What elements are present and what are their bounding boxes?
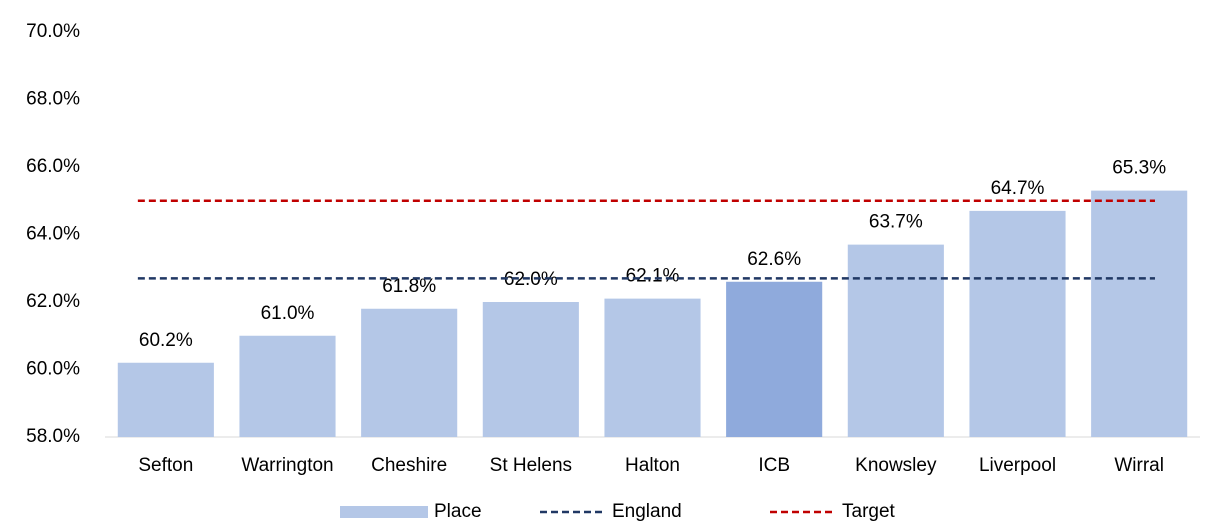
x-tick-label: Sefton [138,455,193,476]
x-tick-label: Halton [625,455,680,476]
data-label: 62.6% [747,249,801,270]
x-tick-label: Cheshire [371,455,447,476]
y-tick-label: 58.0% [26,426,80,447]
x-tick-label: Wirral [1114,455,1164,476]
data-label: 63.7% [869,212,923,233]
bar [361,308,458,437]
bar [847,244,944,437]
data-label: 65.3% [1112,158,1166,179]
x-tick-label: Liverpool [979,455,1056,476]
bar [726,281,823,437]
legend-label: England [612,501,682,522]
bar [482,302,579,437]
data-label: 60.2% [139,330,193,351]
bar [604,298,701,437]
y-tick-label: 68.0% [26,89,80,110]
data-label: 61.0% [261,303,315,324]
legend-label: Target [842,501,896,522]
data-label: 61.8% [382,276,436,297]
bar [117,362,214,437]
y-tick-label: 66.0% [26,156,80,177]
x-tick-label: Warrington [241,455,333,476]
y-tick-label: 60.0% [26,359,80,380]
data-label: 62.1% [626,266,680,287]
x-tick-label: St Helens [490,455,572,476]
bar [969,210,1066,437]
x-tick-label: Knowsley [855,455,937,476]
y-tick-label: 70.0% [26,21,80,42]
legend-swatch [340,506,428,518]
bar [239,335,336,437]
data-label: 62.0% [504,269,558,290]
y-tick-label: 62.0% [26,291,80,312]
bar [1091,190,1188,437]
legend-label: Place [434,501,482,522]
y-tick-label: 64.0% [26,224,80,245]
x-tick-label: ICB [758,455,790,476]
data-label: 64.7% [991,178,1045,199]
